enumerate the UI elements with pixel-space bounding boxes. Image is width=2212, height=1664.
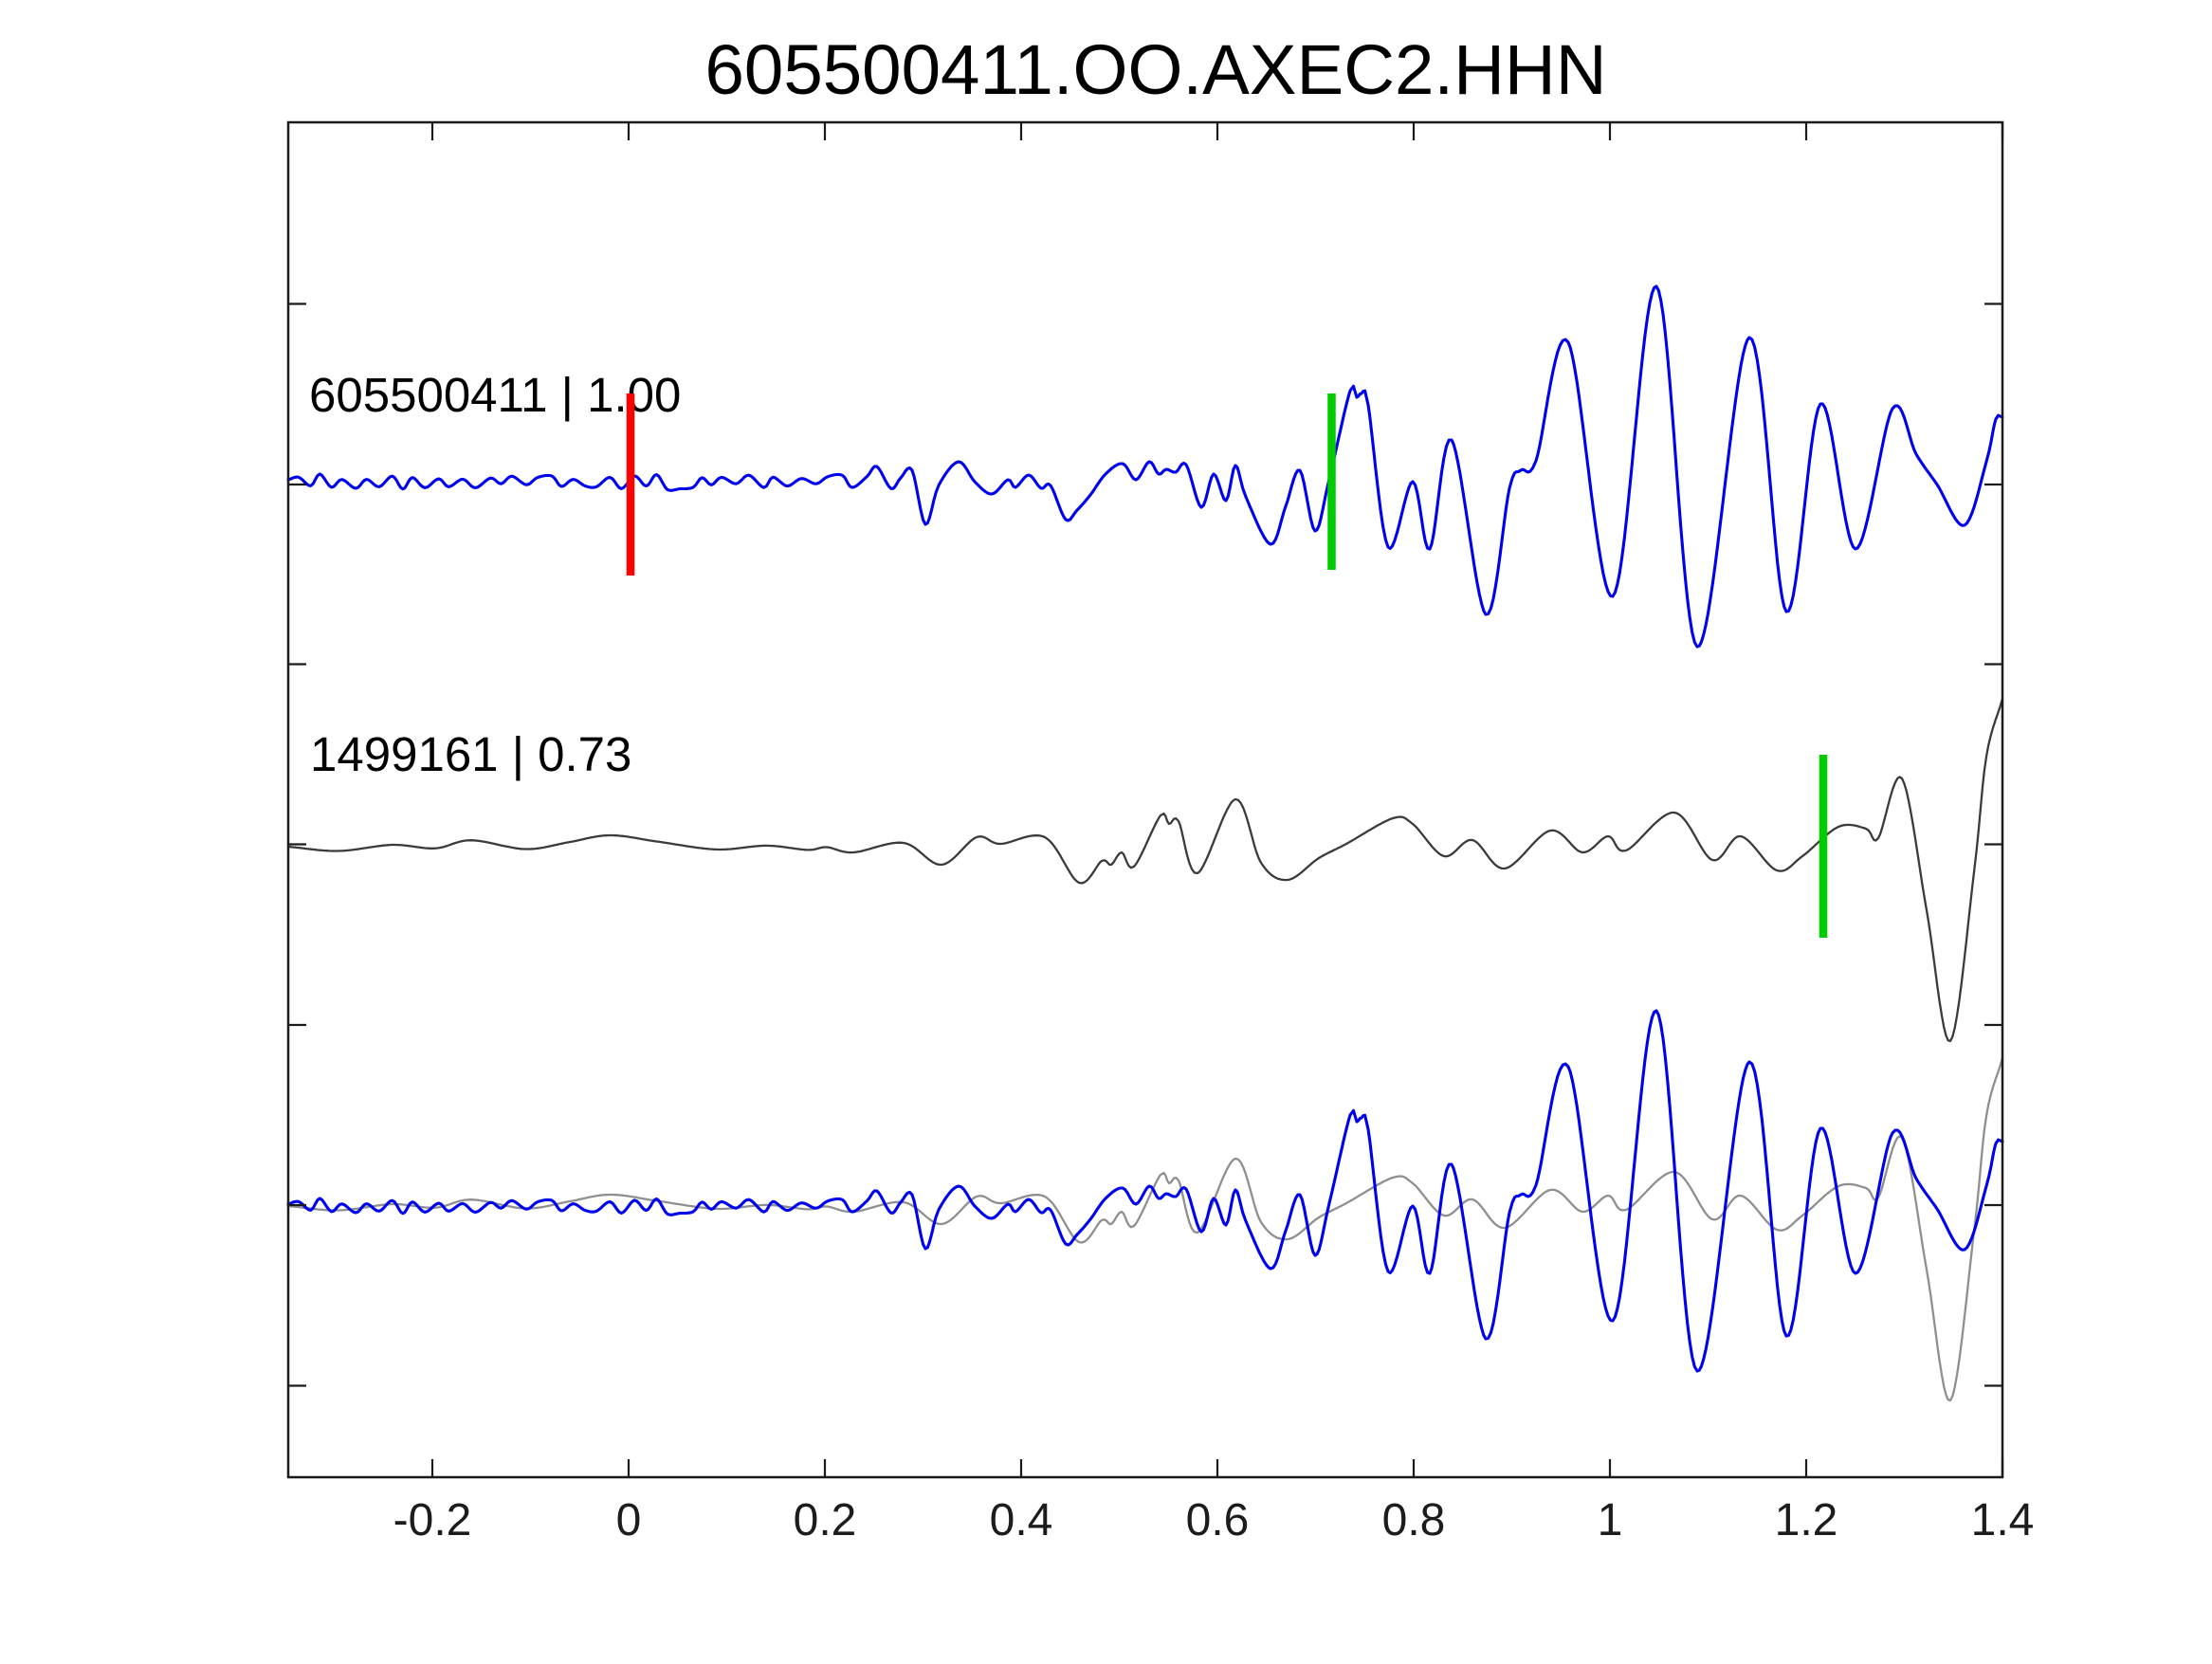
- svg-text:0.2: 0.2: [794, 1495, 857, 1545]
- svg-text:0.8: 0.8: [1382, 1495, 1446, 1545]
- svg-text:1: 1: [1598, 1495, 1623, 1545]
- svg-text:605500411.OO.AXEC2.HHN: 605500411.OO.AXEC2.HHN: [704, 30, 1606, 109]
- svg-text:0: 0: [616, 1495, 642, 1545]
- svg-text:-0.2: -0.2: [393, 1495, 472, 1545]
- svg-text:0.4: 0.4: [990, 1495, 1053, 1545]
- svg-text:0.6: 0.6: [1186, 1495, 1250, 1545]
- svg-text:605500411 | 1.00: 605500411 | 1.00: [309, 368, 681, 422]
- svg-text:1.4: 1.4: [1971, 1495, 2035, 1545]
- svg-text:1499161 | 0.73: 1499161 | 0.73: [310, 727, 631, 781]
- svg-text:1.2: 1.2: [1775, 1495, 1838, 1545]
